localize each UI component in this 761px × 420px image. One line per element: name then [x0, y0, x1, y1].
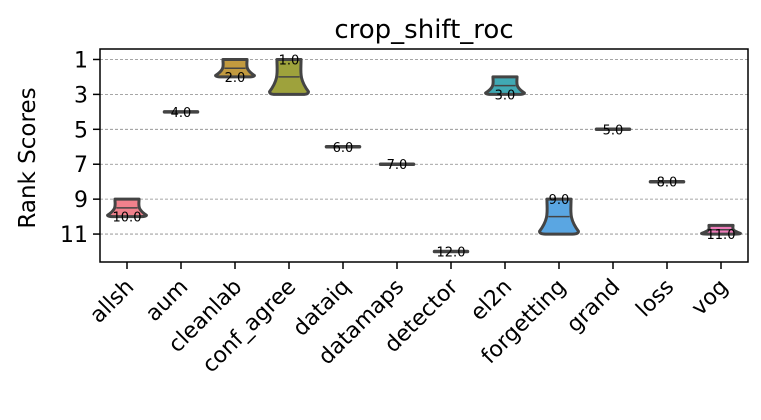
y-tick-label: 1 [74, 48, 88, 73]
data-label-datamaps: 7.0 [387, 158, 408, 173]
y-axis-ticks: 1 3 5 7 9 11 [60, 48, 100, 248]
x-tick-label-vog: vog [687, 275, 733, 321]
y-tick-label: 11 [60, 223, 88, 248]
data-label-forgetting: 9.0 [549, 193, 570, 208]
x-tick-label-grand: grand [562, 275, 625, 338]
violins [106, 57, 742, 254]
data-label-conf_agree: 1.0 [279, 53, 300, 68]
data-label-aum: 4.0 [171, 106, 192, 121]
data-label-dataiq: 6.0 [333, 141, 354, 156]
data-label-loss: 8.0 [657, 176, 678, 191]
y-tick-label: 7 [74, 153, 88, 178]
plot-frame [99, 48, 749, 263]
data-label-vog: 11.0 [707, 228, 736, 243]
data-label-el2n: 3.0 [495, 88, 516, 103]
x-tick-label-allsh: allsh [85, 275, 139, 329]
x-axis-ticks: allsh aumcleanlabconf_agreedataiqdatamaps… [85, 262, 733, 378]
data-label-allsh: 10.0 [113, 211, 142, 226]
data-labels: 10.0 4.0 2.0 1.0 6.0 7.0 12.0 3.0 9.0 5.0 8.0 11.0 [113, 53, 736, 260]
data-label-cleanlab: 2.0 [225, 71, 246, 86]
y-tick-label: 5 [74, 118, 88, 143]
chart-title: crop_shift_roc [334, 15, 513, 45]
x-tick-label-loss: loss [632, 275, 680, 323]
data-label-detector: 12.0 [437, 246, 466, 261]
data-label-grand: 5.0 [603, 123, 624, 138]
y-tick-label: 3 [74, 83, 88, 108]
grid-lines [100, 59, 748, 235]
y-tick-label: 9 [74, 188, 88, 213]
y-axis-label: Rank Scores [15, 87, 41, 228]
